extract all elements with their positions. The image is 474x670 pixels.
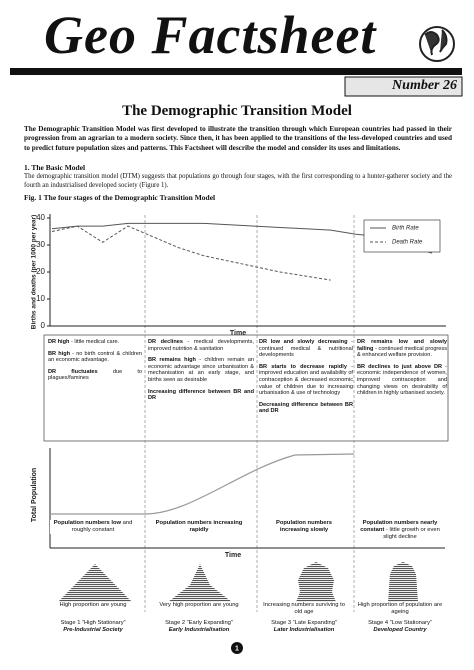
- population-head: Population numbers low: [53, 520, 121, 526]
- society-type: Later Industrialisation: [273, 627, 335, 633]
- pyramid-caption: Increasing numbers surviving to old age: [263, 602, 345, 615]
- stage-column: DR low and slowly decreasing - continued…: [259, 339, 353, 420]
- point-text: - continued medical & nutritional develo…: [259, 339, 354, 359]
- page-title: The Demographic Transition Model: [122, 103, 352, 119]
- pyramid: [58, 564, 132, 602]
- population-note: Population numbers low and roughly const…: [50, 520, 136, 534]
- stage-point: Decreasing difference between BR and DR: [259, 402, 353, 415]
- point-head: BR starts to decrease rapidly: [259, 363, 347, 370]
- stage-point: Increasing difference between BR and DR: [148, 389, 254, 402]
- pyramid: [168, 564, 232, 602]
- society-type: Developed Country: [373, 627, 427, 633]
- population-note: Population numbers increasing rapidly: [150, 520, 248, 534]
- masthead: Geo Factsheet: [44, 5, 377, 65]
- point-head: DR fluctuates: [48, 368, 98, 375]
- point-head: DR low and slowly decreasing: [259, 339, 348, 345]
- stage-column: DR remains low and slowly falling - cont…: [357, 339, 447, 402]
- y-tick-label: 0: [41, 321, 46, 330]
- stage-point: DR fluctuates due to plagues/famines: [48, 369, 142, 382]
- point-text: - children remain an economic advantage …: [148, 357, 254, 383]
- stage-point: BR remains high - children remain an eco…: [148, 357, 254, 383]
- stage-name: Stage 1 “High Stationary”: [60, 620, 126, 626]
- figure-title: Fig. 1 The four stages of the Demographi…: [24, 193, 216, 202]
- point-head: Decreasing difference between BR and DR: [259, 401, 353, 415]
- point-head: DR declines: [148, 339, 183, 345]
- number-box: [344, 76, 463, 97]
- y-tick-label: 30: [36, 240, 45, 249]
- population-head: Population numbers nearly constant: [360, 520, 438, 533]
- pyramid-caption: High proportion of population are ageing: [357, 602, 443, 615]
- y-tick-label: 20: [36, 267, 45, 276]
- society-type: Pre-Industrial Society: [63, 627, 123, 633]
- issue-number: Number 26: [392, 78, 457, 93]
- globe-land: [424, 29, 448, 56]
- stage-point: DR declines - medical developments, impr…: [148, 339, 254, 352]
- point-head: BR high: [48, 350, 71, 357]
- stage-point: BR declines to just above DR - economic …: [357, 364, 447, 397]
- section-text: The demographic transition model (DTM) s…: [24, 173, 452, 189]
- stage-dividers: [144, 215, 355, 612]
- stage-point: DR low and slowly decreasing - continued…: [259, 339, 353, 359]
- header-bar: [10, 68, 462, 75]
- population-head: Population numbers increasing rapidly: [155, 520, 243, 533]
- population-x-label: Time: [225, 552, 241, 559]
- stage-name: Stage 4 “Low Stationary”: [368, 620, 432, 626]
- stage-name: Stage 3 “Late Expanding”: [271, 620, 337, 626]
- population-y-label: Total Population: [31, 468, 38, 522]
- point-text: - little medical care.: [71, 339, 120, 345]
- point-text: due to plagues/famines: [48, 368, 143, 382]
- page-number: 1: [235, 645, 239, 652]
- point-head: BR declines to just above DR: [357, 363, 443, 370]
- intro: The Demographic Transition Model was fir…: [24, 125, 452, 152]
- legend-box: [363, 219, 441, 253]
- population-curve: [50, 453, 355, 515]
- society-type: Early Industrialisation: [168, 627, 230, 633]
- point-head: BR remains high: [148, 357, 196, 364]
- data-line: [51, 225, 331, 281]
- population-text: - little growth or even slight decline: [383, 526, 440, 540]
- point-head: DR high: [48, 339, 70, 345]
- stage-point: DR high - little medical care.: [48, 339, 142, 346]
- legend-label: Death Rate: [392, 240, 423, 246]
- point-text: - no birth control & children an economi…: [48, 350, 142, 364]
- population-note: Population numbers nearly constant - lit…: [359, 520, 441, 541]
- column-box: [43, 334, 449, 442]
- population-note: Population numbers increasing slowly: [261, 520, 347, 534]
- stage-name: Stage 2 “Early Expanding”: [165, 620, 233, 626]
- stage-point: BR starts to decrease rapidly - improved…: [259, 364, 353, 397]
- pyramid-caption: Very high proportion are young: [159, 602, 239, 608]
- x-axis-label: Time: [230, 330, 246, 337]
- point-head: DR remains low and slowly falling: [357, 339, 447, 352]
- stage-column: DR declines - medical developments, impr…: [148, 339, 254, 407]
- point-head: Increasing difference between BR and DR: [148, 388, 254, 402]
- y-tick-label: 10: [36, 294, 45, 303]
- stage-point: DR remains low and slowly falling - cont…: [357, 339, 447, 359]
- y-axis-label: Births and deaths (per 1000 per year): [31, 215, 38, 330]
- point-text: - economic independence of women, improv…: [357, 363, 447, 397]
- pyramid: [388, 562, 418, 602]
- population-head: Population numbers increasing slowly: [275, 520, 333, 533]
- point-text: - medical developments, improved nutriti…: [148, 339, 254, 352]
- pyramid-caption: High proportion are young: [59, 602, 127, 608]
- page-number-dot: [231, 642, 243, 654]
- point-text: - continued medical progress & enhanced …: [357, 345, 447, 359]
- legend-label: Birth Rate: [392, 226, 419, 232]
- stage-column: DR high - little medical care. BR high - …: [48, 339, 142, 387]
- pyramid: [296, 562, 336, 602]
- stage-point: BR high - no birth control & children an…: [48, 351, 142, 364]
- point-text: - improved education and availability of…: [259, 363, 353, 397]
- y-tick-label: 40: [36, 213, 45, 222]
- population-text: and roughly constant: [71, 520, 133, 533]
- section-heading: 1. The Basic Model: [24, 163, 86, 172]
